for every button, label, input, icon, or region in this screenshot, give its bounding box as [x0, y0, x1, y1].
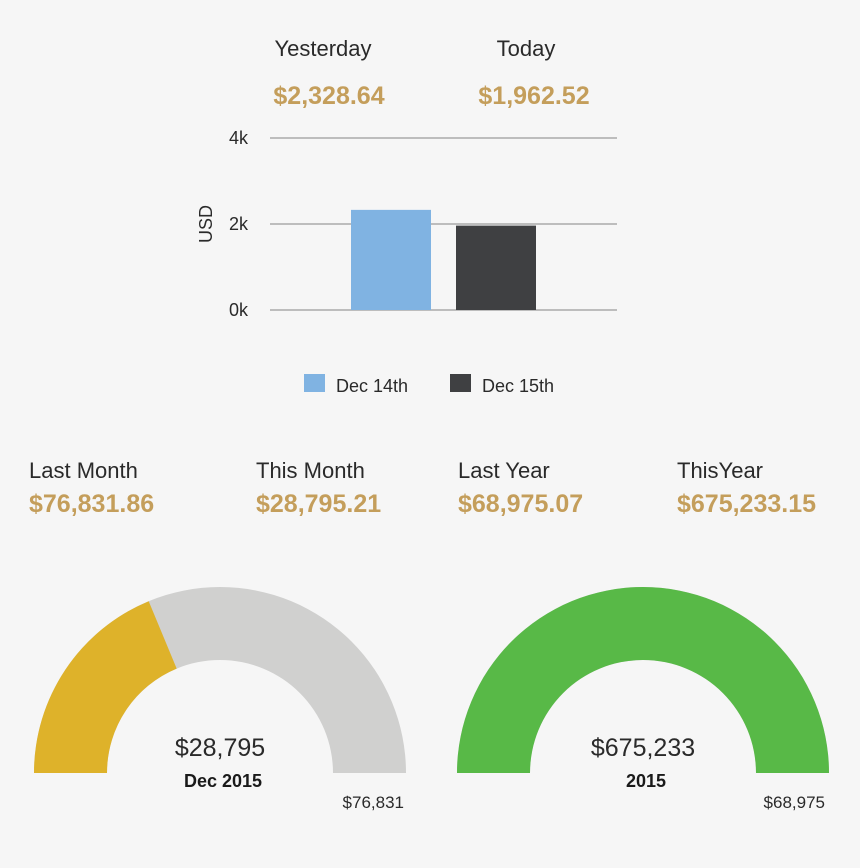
last-month-value: $76,831.86	[29, 490, 155, 518]
gauge-max-label: $68,975	[764, 793, 825, 812]
legend-label: Dec 14th	[336, 376, 408, 396]
legend-label: Dec 15th	[482, 376, 554, 396]
yesterday-value: $2,328.64	[273, 82, 385, 110]
this-month-label: This Month	[256, 458, 365, 483]
yesterday-label: Yesterday	[274, 36, 372, 61]
gauge-fill	[457, 587, 829, 773]
gauge-value: $28,795	[175, 734, 265, 762]
bar-dec-14th	[351, 209, 431, 310]
daily-bar-chart: 0k 2k 4k USD Dec 14th Dec 15th	[196, 128, 617, 396]
gauge-fill	[34, 601, 177, 773]
this-year-label: ThisYear	[677, 458, 764, 483]
gauge-period-label: 2015	[626, 771, 666, 791]
y-tick-label: 4k	[229, 128, 249, 148]
gauge-max-label: $76,831	[343, 793, 404, 812]
last-year-label: Last Year	[458, 458, 550, 483]
this-year-value: $675,233.15	[677, 490, 817, 518]
legend-swatch	[304, 374, 325, 392]
y-tick-label: 0k	[229, 300, 249, 320]
legend-swatch	[450, 374, 471, 392]
today-label: Today	[496, 36, 556, 61]
gauge-period-label: Dec 2015	[184, 771, 262, 791]
gauge-value: $675,233	[591, 734, 695, 762]
bar-dec-15th	[456, 225, 536, 310]
last-month-label: Last Month	[29, 458, 138, 483]
y-tick-label: 2k	[229, 214, 249, 234]
y-axis-label: USD	[196, 205, 216, 243]
today-value: $1,962.52	[478, 82, 590, 110]
this-month-value: $28,795.21	[256, 490, 382, 518]
last-year-value: $68,975.07	[458, 490, 584, 518]
